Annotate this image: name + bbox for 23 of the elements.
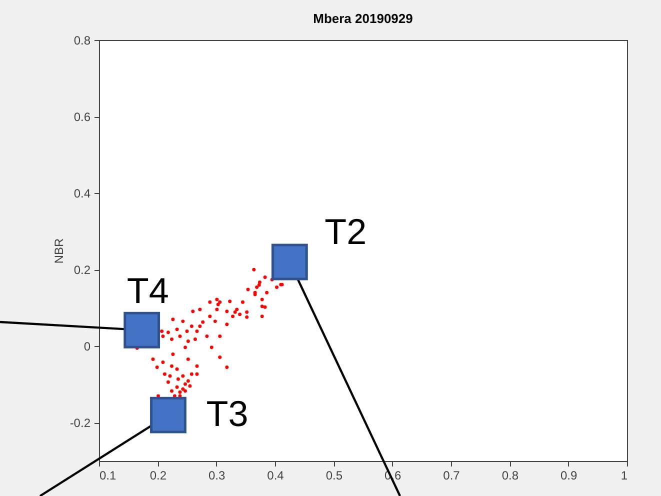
x-tick-label: 0.2 bbox=[150, 468, 167, 482]
x-tick-label: 0.7 bbox=[443, 468, 460, 482]
x-tick-label: 0.8 bbox=[502, 468, 519, 482]
point bbox=[124, 312, 160, 348]
y-tick-label: 0.6 bbox=[74, 110, 91, 124]
x-tick-label: 0.1 bbox=[100, 468, 117, 482]
x-tick-label: 1 bbox=[620, 468, 628, 482]
y-axis-title: NBR bbox=[52, 238, 66, 264]
point bbox=[150, 396, 186, 434]
annotation: T4 bbox=[126, 270, 169, 312]
y-tick-label: -0.2 bbox=[70, 416, 91, 430]
x-tick-label: 0.9 bbox=[560, 468, 578, 482]
x-tick-label: 0.5 bbox=[326, 468, 343, 482]
y-tick-label: 0 bbox=[84, 340, 91, 354]
x-tick-label: 0.3 bbox=[208, 468, 226, 482]
chart-title: Mbera 20190929 bbox=[313, 11, 413, 26]
x-tick-label: 0.4 bbox=[267, 468, 284, 482]
y-tick-label: 0.4 bbox=[74, 186, 91, 201]
point bbox=[271, 244, 308, 280]
annotation: T2 bbox=[324, 210, 367, 252]
y-tick-label: 0.2 bbox=[74, 263, 91, 278]
annotation: T3 bbox=[206, 393, 248, 434]
y-tick-label: 0.8 bbox=[74, 34, 91, 48]
